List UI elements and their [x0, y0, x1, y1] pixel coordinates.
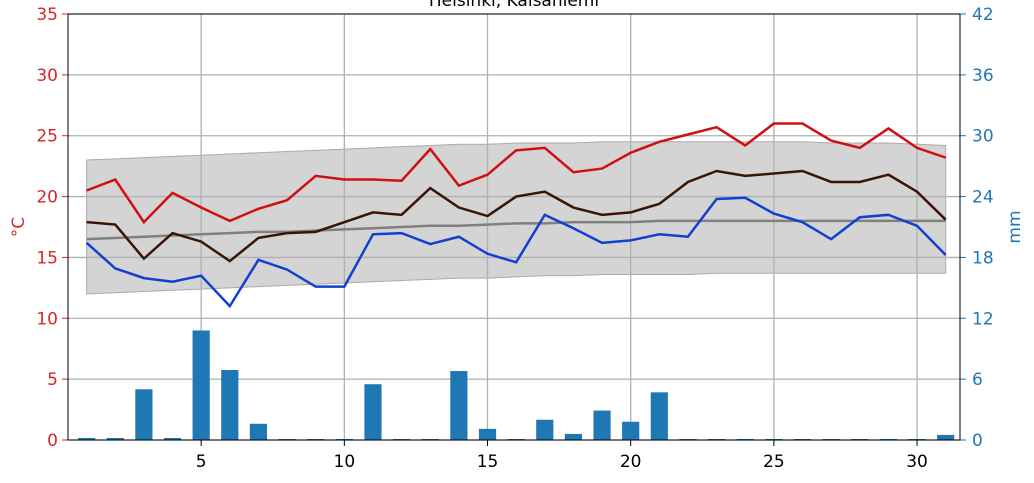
y-axis-label: °C	[9, 217, 29, 237]
y-tick-label: 5	[47, 370, 58, 390]
chart-title: Helsinki, Kaisaniemi	[429, 0, 599, 11]
precipitation-bar	[765, 438, 783, 440]
y2-tick-label: 12	[972, 309, 994, 329]
y-tick-label: 30	[36, 66, 58, 86]
precipitation-bar	[622, 421, 640, 440]
precipitation-bar	[564, 433, 583, 440]
line	[86, 169, 947, 263]
precipitation-bar	[536, 419, 554, 440]
x-tick-label: 20	[620, 452, 642, 472]
y2-tick-label: 24	[972, 188, 994, 208]
precipitation-bar	[135, 389, 153, 440]
precipitation-bar	[364, 384, 382, 440]
y2-tick-label: 18	[972, 248, 994, 268]
precipitation-bar	[393, 438, 411, 440]
precipitation-bar	[851, 438, 869, 440]
precipitation-bar	[335, 438, 353, 440]
x-tick-label: 10	[334, 452, 356, 472]
precipitation-bar	[307, 438, 325, 440]
precipitation-bar	[822, 438, 840, 440]
y-tick-label: 35	[36, 5, 58, 25]
plot-frame	[67, 13, 961, 441]
y-tick-label: 20	[36, 188, 58, 208]
y2-axis-label: mm	[1005, 210, 1025, 243]
precipitation-bar	[593, 410, 611, 440]
precipitation-bar	[78, 437, 96, 440]
precipitation-bar	[908, 438, 926, 440]
precipitation-bar	[221, 370, 239, 440]
y-tick-label: 15	[36, 248, 58, 268]
precipitation-bar	[679, 438, 697, 440]
precipitation-bar	[421, 438, 439, 440]
range-band	[86, 141, 947, 295]
precipitation-bar	[708, 438, 726, 440]
y-tick-label: 10	[36, 309, 58, 329]
precipitation-bar	[793, 438, 812, 440]
precipitation-bar	[478, 428, 497, 440]
precipitation-bar	[650, 392, 668, 440]
y2-tick-label: 42	[972, 5, 994, 25]
x-tick-label: 15	[477, 452, 499, 472]
precipitation-bar	[278, 438, 296, 440]
precipitation-bar	[736, 438, 754, 440]
precipitation-bar	[192, 330, 210, 440]
precipitation-bar	[937, 434, 955, 440]
precipitation-bar	[249, 423, 268, 440]
y2-tick-label: 6	[972, 370, 983, 390]
precipitation-bar	[507, 438, 525, 440]
y-tick-label: 25	[36, 127, 58, 147]
x-tick-label: 30	[906, 452, 928, 472]
precipitation-bar	[106, 437, 124, 440]
y2-tick-label: 0	[972, 431, 983, 451]
line	[86, 122, 947, 225]
x-tick-label: 25	[763, 452, 785, 472]
precipitation-bar	[450, 371, 468, 440]
y-tick-label: 0	[47, 431, 58, 451]
precipitation-bar	[879, 438, 898, 440]
y2-tick-label: 36	[972, 66, 994, 86]
line	[85, 196, 947, 309]
precipitation-bar	[163, 437, 182, 440]
y2-tick-label: 30	[972, 127, 994, 147]
x-tick-label: 5	[196, 452, 207, 472]
